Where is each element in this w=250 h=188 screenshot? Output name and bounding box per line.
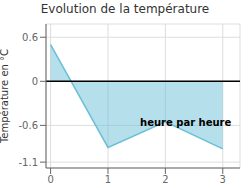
html-text:heure par heure: heure par heure [140,116,232,128]
svg-text:1: 1 [105,174,111,185]
svg-text:-0.6: -0.6 [18,120,38,131]
html-text:Evolution de la température: Evolution de la température [40,2,210,16]
svg-text:2: 2 [162,174,168,185]
svg-text:0: 0 [47,174,53,185]
svg-text:3: 3 [220,174,226,185]
svg-text:-1.1: -1.1 [18,157,38,168]
svg-text:Température en °C: Température en °C [8,49,10,144]
svg-text:0.6: 0.6 [22,32,38,43]
svg-text:0: 0 [32,76,38,87]
